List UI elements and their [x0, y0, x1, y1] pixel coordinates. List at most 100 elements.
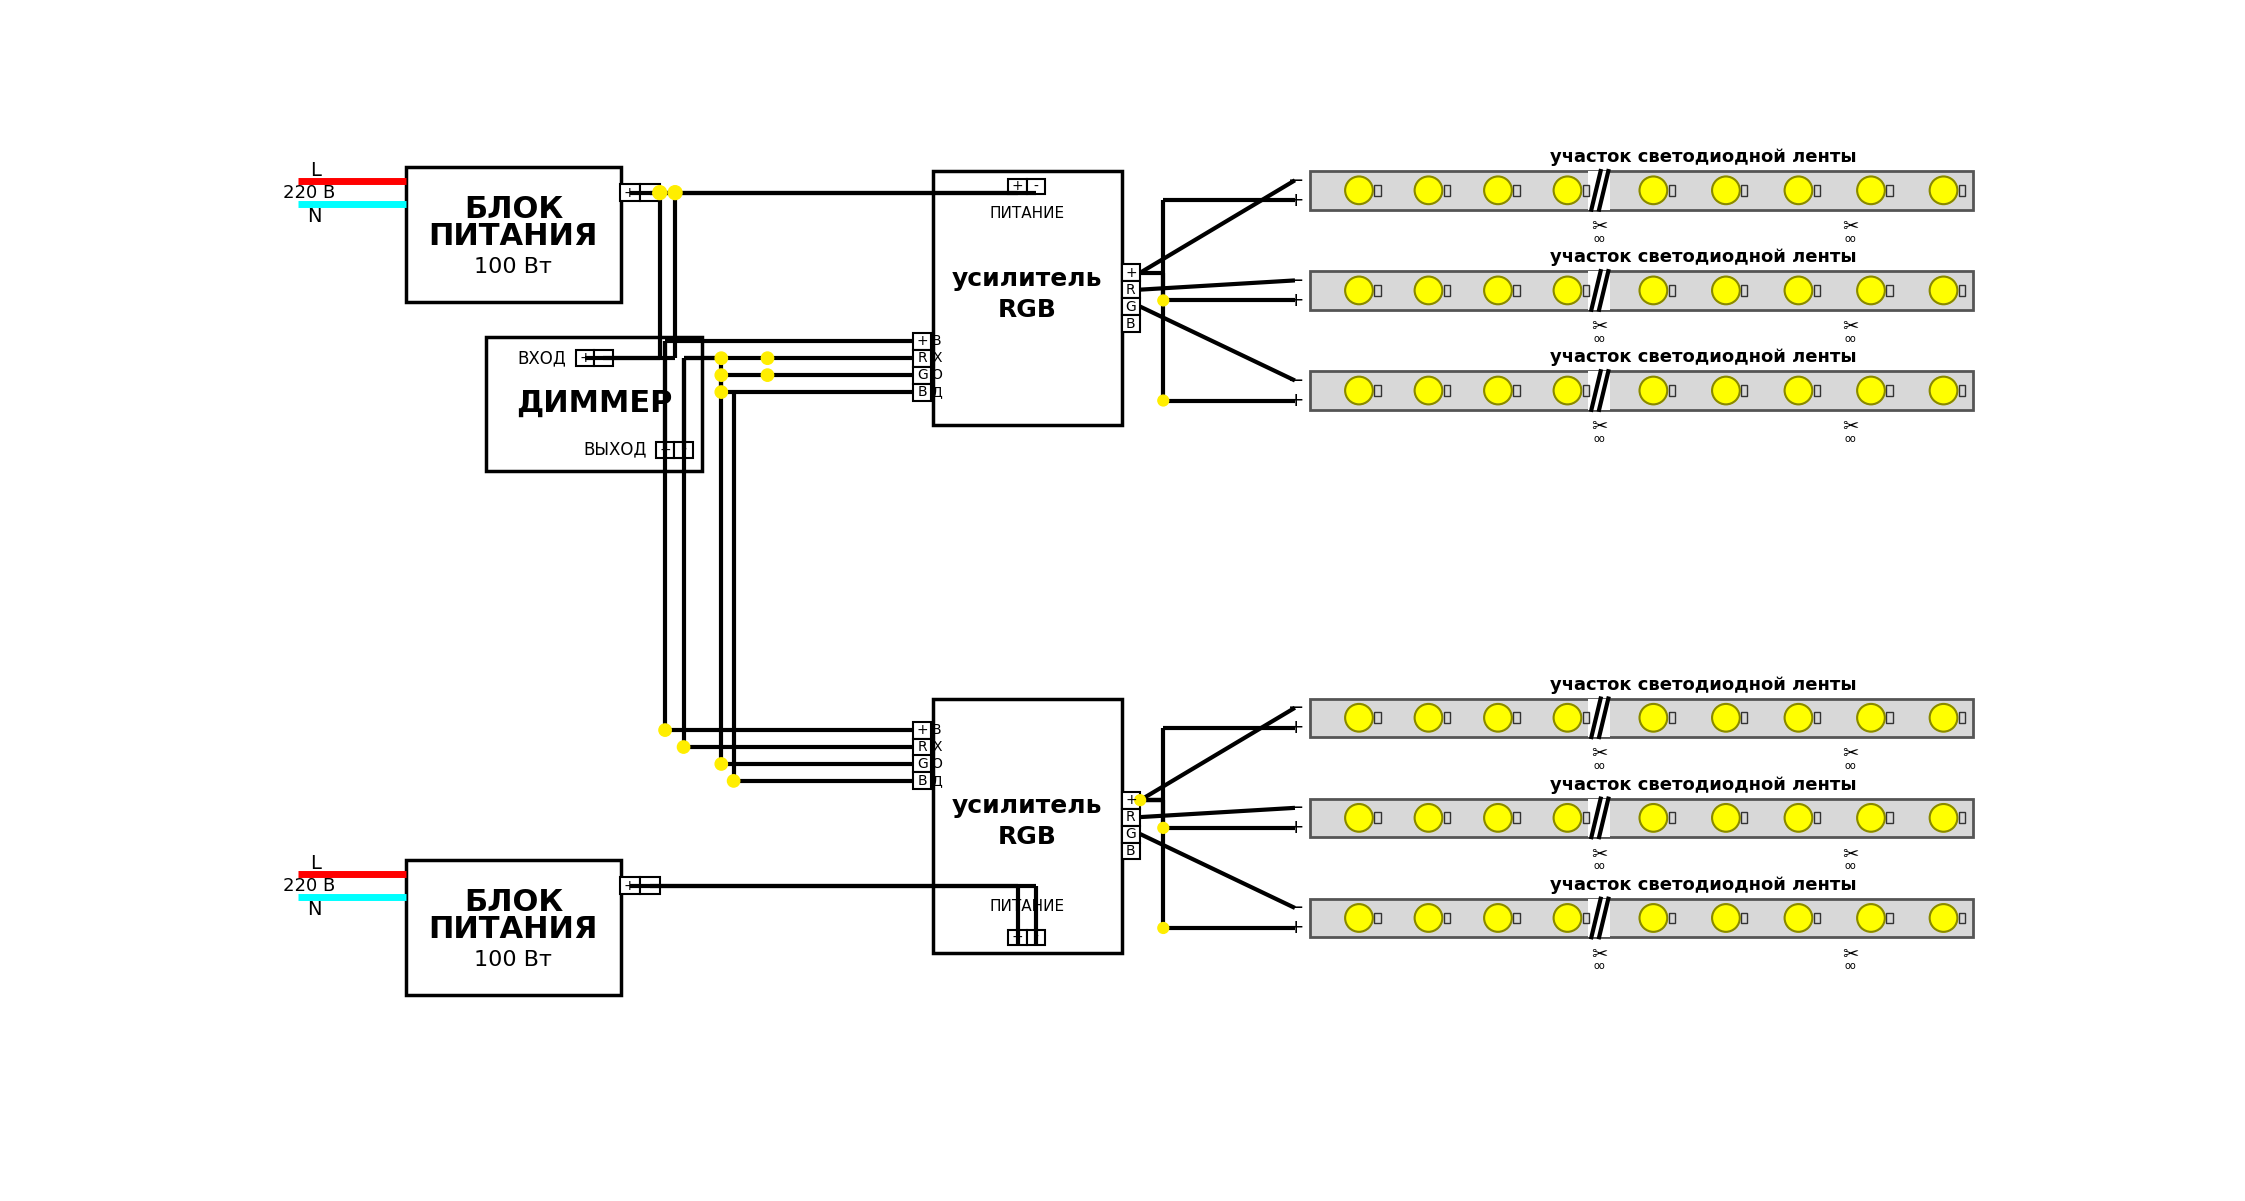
Text: G: G: [1125, 299, 1136, 313]
Text: R: R: [918, 351, 927, 365]
Bar: [620, 184, 640, 201]
Bar: [1814, 712, 1821, 723]
Bar: [575, 351, 595, 366]
Text: N: N: [308, 900, 321, 919]
Bar: [1587, 171, 1610, 209]
Circle shape: [1713, 803, 1740, 832]
Text: Х: Х: [932, 740, 941, 754]
Circle shape: [1785, 377, 1812, 405]
Circle shape: [1857, 377, 1886, 405]
Text: +: +: [1289, 392, 1304, 410]
Circle shape: [1857, 904, 1886, 932]
Bar: [1311, 171, 1973, 209]
Circle shape: [1785, 803, 1812, 832]
Text: оо: оо: [1594, 761, 1605, 771]
Circle shape: [1484, 904, 1511, 932]
Bar: [1886, 386, 1893, 396]
Text: B: B: [918, 386, 927, 399]
Bar: [1026, 930, 1046, 945]
Text: G: G: [916, 757, 927, 771]
Circle shape: [1414, 177, 1441, 204]
Bar: [1374, 185, 1381, 196]
Bar: [1374, 386, 1381, 396]
Bar: [1122, 298, 1140, 315]
Circle shape: [1639, 803, 1668, 832]
Text: −: −: [1289, 271, 1304, 289]
Text: +: +: [624, 879, 635, 892]
Circle shape: [716, 369, 727, 381]
Text: +: +: [1289, 291, 1304, 310]
Text: ПИТАНИЕ: ПИТАНИЕ: [990, 898, 1064, 914]
Bar: [1311, 699, 1973, 737]
Text: О: О: [932, 369, 943, 382]
Bar: [914, 722, 932, 739]
Bar: [1444, 813, 1450, 823]
Circle shape: [1931, 276, 1958, 304]
Bar: [1122, 825, 1140, 843]
Bar: [1960, 913, 1964, 924]
Circle shape: [1554, 704, 1580, 731]
Text: оо: оо: [1843, 962, 1857, 972]
Bar: [1886, 185, 1893, 196]
Circle shape: [1345, 276, 1374, 304]
Text: Х: Х: [932, 351, 941, 365]
Circle shape: [716, 758, 727, 770]
Text: −: −: [1289, 799, 1304, 818]
Text: ✂: ✂: [1841, 945, 1859, 963]
Circle shape: [716, 352, 727, 364]
Text: 100 Вт: 100 Вт: [474, 257, 552, 277]
Text: оо: оо: [1594, 861, 1605, 872]
Text: +: +: [1289, 191, 1304, 210]
Circle shape: [1639, 704, 1668, 731]
Bar: [1668, 813, 1675, 823]
Text: ✂: ✂: [1592, 317, 1607, 336]
Bar: [1122, 315, 1140, 331]
Text: В: В: [932, 723, 941, 737]
Circle shape: [1345, 704, 1374, 731]
Text: +: +: [1012, 179, 1024, 193]
Circle shape: [1713, 276, 1740, 304]
Bar: [406, 167, 622, 301]
Bar: [1742, 913, 1747, 924]
Text: RGB: RGB: [997, 298, 1057, 322]
Circle shape: [1857, 177, 1886, 204]
Bar: [1886, 285, 1893, 295]
Bar: [1668, 712, 1675, 723]
Circle shape: [727, 775, 741, 787]
Circle shape: [653, 186, 667, 199]
Text: участок светодиодной ленты: участок светодиодной ленты: [1549, 148, 1857, 166]
Text: ПИТАНИЯ: ПИТАНИЯ: [429, 915, 597, 944]
Bar: [1513, 285, 1520, 295]
Bar: [914, 772, 932, 789]
Text: участок светодиодной ленты: участок светодиодной ленты: [1549, 876, 1857, 894]
Bar: [914, 739, 932, 755]
Text: ✂: ✂: [1592, 217, 1607, 237]
Circle shape: [1134, 795, 1145, 806]
Text: 100 Вт: 100 Вт: [474, 950, 552, 970]
Bar: [1742, 712, 1747, 723]
Bar: [1311, 371, 1973, 410]
Bar: [1960, 185, 1964, 196]
Bar: [914, 383, 932, 400]
Bar: [1587, 699, 1610, 737]
Circle shape: [1414, 276, 1441, 304]
Text: -: -: [680, 443, 687, 456]
Circle shape: [1158, 823, 1170, 833]
Text: О: О: [932, 757, 943, 771]
Circle shape: [1158, 395, 1170, 406]
Bar: [1587, 271, 1610, 310]
Bar: [1886, 913, 1893, 924]
Circle shape: [1931, 803, 1958, 832]
Text: ПИТАНИЕ: ПИТАНИЕ: [990, 205, 1064, 221]
Text: R: R: [1127, 282, 1136, 297]
Bar: [1583, 712, 1589, 723]
Bar: [1513, 913, 1520, 924]
Text: R: R: [1127, 811, 1136, 824]
Bar: [1444, 185, 1450, 196]
Circle shape: [1713, 904, 1740, 932]
Text: оо: оо: [1843, 761, 1857, 771]
Circle shape: [1713, 377, 1740, 405]
Bar: [1374, 813, 1381, 823]
Text: +: +: [624, 186, 635, 199]
Bar: [1814, 913, 1821, 924]
